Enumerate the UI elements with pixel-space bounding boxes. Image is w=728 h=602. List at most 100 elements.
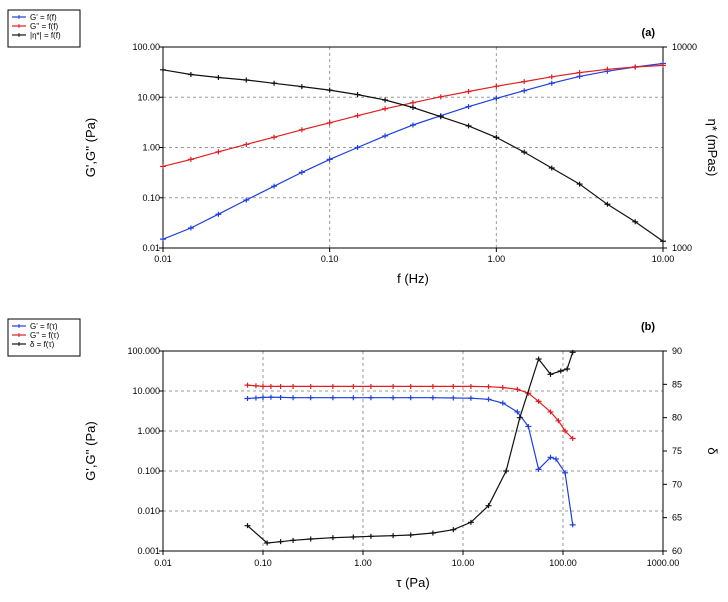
data-point — [390, 383, 397, 389]
x-tick-label: 0.01 — [154, 254, 172, 264]
data-point — [390, 533, 397, 539]
legend-label: |η*| = f(f) — [30, 31, 61, 40]
series-line-1 — [247, 396, 574, 525]
data-point — [350, 534, 357, 540]
data-point — [409, 122, 416, 128]
x-tick-label: 0.01 — [154, 558, 172, 568]
data-point — [160, 163, 166, 169]
data-point — [271, 80, 278, 86]
x-tick-label: 10.00 — [652, 254, 675, 264]
data-point — [548, 165, 555, 171]
data-point — [499, 385, 506, 391]
data-point — [547, 409, 554, 415]
data-point — [252, 395, 259, 401]
x-tick-label: 0.10 — [321, 254, 339, 264]
legend-box — [7, 9, 81, 48]
legend-marker — [17, 342, 21, 346]
data-point — [215, 149, 222, 155]
panel-label: (b) — [641, 321, 655, 333]
data-point — [514, 409, 521, 415]
data-point — [271, 134, 278, 140]
data-point — [547, 454, 554, 460]
data-point — [450, 527, 457, 533]
data-point — [407, 395, 414, 401]
data-point — [243, 141, 250, 147]
data-point — [382, 106, 389, 112]
y-tick-label: 1.00 — [142, 143, 160, 153]
data-point — [244, 395, 251, 401]
data-point — [429, 395, 436, 401]
data-point — [277, 394, 284, 400]
data-point — [307, 536, 314, 542]
data-point — [632, 219, 639, 225]
data-point — [290, 537, 297, 543]
data-point — [485, 396, 492, 402]
data-point — [298, 84, 305, 90]
data-point — [503, 468, 510, 474]
y2-tick-label: 1000 — [672, 243, 692, 253]
data-point — [298, 127, 305, 133]
data-point — [493, 95, 500, 101]
data-point — [535, 398, 542, 404]
data-point — [326, 120, 333, 126]
y2-tick-label: 10000 — [672, 42, 697, 52]
chart-a: 0.01 0.10 1.00 10.00 0.01 0.10 1.00 10.00 100.00… — [7, 9, 720, 286]
data-point — [354, 113, 361, 119]
plot-frame — [162, 46, 664, 249]
data-point — [267, 394, 274, 400]
series-line-1 — [162, 62, 664, 240]
data-point — [557, 368, 564, 374]
data-point — [160, 236, 166, 242]
data-point — [277, 383, 284, 389]
data-point — [525, 423, 532, 429]
data-point — [260, 383, 266, 389]
series-line-2 — [162, 64, 664, 167]
data-point — [660, 62, 666, 68]
data-point — [244, 523, 251, 529]
data-point — [243, 77, 250, 83]
data-point — [271, 183, 278, 189]
data-point — [485, 503, 492, 509]
y-tick-label: 0.010 — [137, 506, 160, 516]
data-point — [562, 470, 569, 476]
data-point — [562, 428, 569, 434]
y-axis-label: G',G'' (Pa) — [83, 421, 98, 480]
y-tick-label: 0.01 — [142, 243, 160, 253]
data-point — [576, 181, 583, 187]
data-point — [243, 197, 250, 203]
data-point — [499, 400, 506, 406]
x-tick-label: 10.00 — [452, 558, 475, 568]
y2-tick-label: 85 — [672, 379, 682, 389]
y-tick-label: 0.001 — [137, 546, 160, 556]
data-point — [354, 92, 361, 98]
legend-label: G'' = f(τ) — [30, 331, 59, 340]
data-point — [429, 383, 436, 389]
legend-label: G' = f(f) — [30, 13, 57, 22]
y2-tick-label: 65 — [672, 513, 682, 523]
legend-label: δ = f(τ) — [30, 340, 55, 349]
data-point — [326, 87, 333, 93]
y2-tick-label: 90 — [672, 346, 682, 356]
legend: G' = f(f)G'' = f(f)|η*| = f(f) — [7, 9, 81, 48]
data-point — [576, 70, 583, 76]
x-axis-label: τ (Pa) — [396, 575, 429, 590]
data-point — [467, 383, 474, 389]
y-tick-label: 100.000 — [127, 346, 160, 356]
data-point — [548, 80, 555, 86]
data-point — [429, 530, 436, 536]
legend-marker — [17, 333, 21, 337]
data-point — [407, 532, 414, 538]
data-point — [493, 134, 500, 140]
data-point — [215, 75, 222, 81]
data-point — [307, 383, 314, 389]
y-tick-label: 100.00 — [132, 42, 160, 52]
y-tick-label: 0.10 — [142, 193, 160, 203]
data-point — [329, 383, 336, 389]
y-tick-label: 10.000 — [132, 386, 160, 396]
y2-tick-label: 70 — [672, 479, 682, 489]
legend-label: G'' = f(f) — [30, 22, 59, 31]
data-point — [514, 386, 521, 392]
data-point — [516, 415, 523, 421]
data-point — [569, 522, 576, 528]
y-tick-label: 10.00 — [137, 92, 160, 102]
